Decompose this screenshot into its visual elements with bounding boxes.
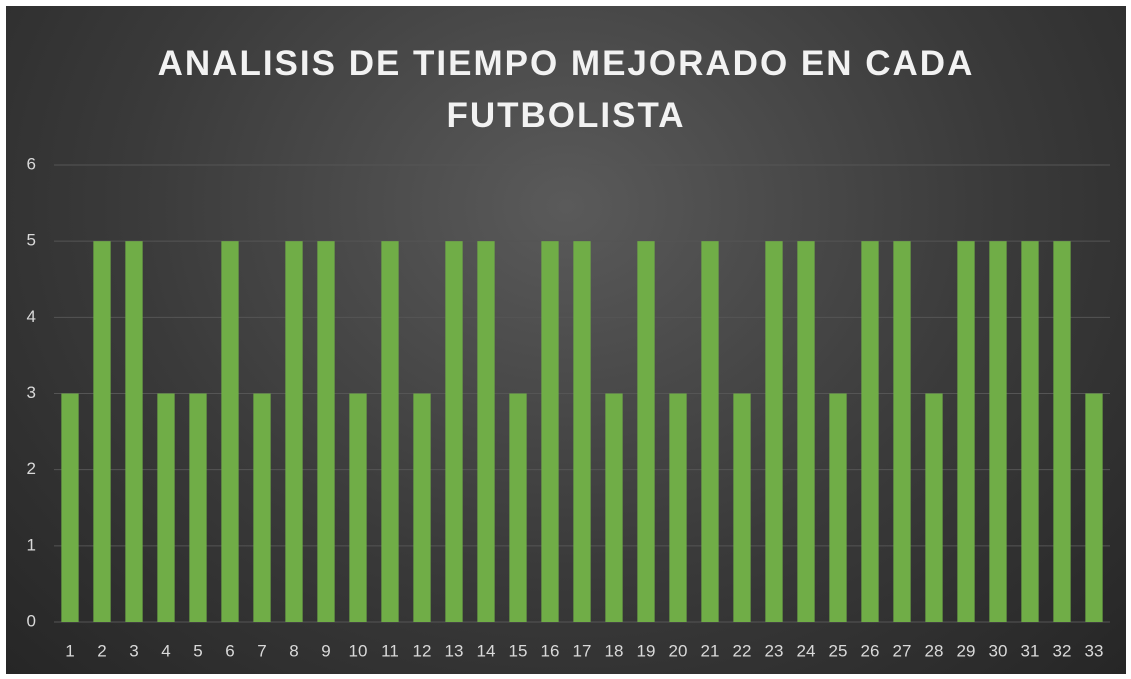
x-tick-label: 26 [861,641,880,660]
bar [765,241,783,622]
bar [477,241,495,622]
x-tick-label: 22 [733,641,752,660]
y-tick-label: 1 [27,535,36,554]
x-tick-label: 7 [257,641,266,660]
x-tick-label: 20 [669,641,688,660]
bar [157,393,175,622]
x-tick-label: 16 [541,641,560,660]
x-tick-label: 12 [413,641,432,660]
x-tick-label: 9 [321,641,330,660]
y-tick-label: 0 [27,611,36,630]
bar [733,393,751,622]
bar [221,241,239,622]
bar [893,241,911,622]
x-tick-label: 23 [765,641,784,660]
x-tick-label: 17 [573,641,592,660]
x-tick-label: 19 [637,641,656,660]
x-tick-label: 24 [797,641,816,660]
x-tick-label: 4 [161,641,170,660]
y-tick-label: 3 [27,383,36,402]
bar [541,241,559,622]
bar [637,241,655,622]
bar [93,241,111,622]
x-tick-label: 2 [97,641,106,660]
bar [253,393,271,622]
x-tick-label: 33 [1085,641,1104,660]
bar [829,393,847,622]
x-tick-label: 29 [957,641,976,660]
bar [925,393,943,622]
x-tick-label: 6 [225,641,234,660]
x-tick-label: 32 [1053,641,1072,660]
x-tick-label: 1 [65,641,74,660]
bar [861,241,879,622]
y-tick-label: 2 [27,459,36,478]
bar [509,393,527,622]
bar [381,241,399,622]
x-tick-label: 5 [193,641,202,660]
bar [957,241,975,622]
bar [669,393,687,622]
bar [989,241,1007,622]
x-tick-label: 27 [893,641,912,660]
bar [189,393,207,622]
x-tick-label: 31 [1021,641,1040,660]
bar [1053,241,1071,622]
bar [125,241,143,622]
x-tick-label: 18 [605,641,624,660]
bar [573,241,591,622]
y-tick-label: 5 [27,231,36,250]
bar [701,241,719,622]
bar [61,393,79,622]
x-tick-label: 10 [349,641,368,660]
x-tick-label: 30 [989,641,1008,660]
bar [1085,393,1103,622]
chart-area: 0 1 2 3 4 5 6 1 2 3 4 5 6 7 8 9 10 11 12 13 14 15 16 17 18 19 20 21… [6,6,1126,674]
bar [285,241,303,622]
bar [445,241,463,622]
x-tick-label: 8 [289,641,298,660]
bar [413,393,431,622]
x-tick-label: 21 [701,641,720,660]
x-tick-label: 14 [477,641,496,660]
x-tick-label: 11 [381,641,399,660]
bar [797,241,815,622]
bar [317,241,335,622]
x-tick-label: 3 [129,641,138,660]
x-tick-label: 15 [509,641,528,660]
x-tick-label: 25 [829,641,848,660]
chart-title: ANALISIS DE TIEMPO MEJORADO EN CADA FUTB… [157,44,975,135]
bar [349,393,367,622]
bar [1021,241,1039,622]
x-tick-label: 28 [925,641,944,660]
y-tick-label: 4 [27,307,36,326]
x-tick-label: 13 [445,641,464,660]
y-tick-label: 6 [27,154,36,173]
bar [605,393,623,622]
